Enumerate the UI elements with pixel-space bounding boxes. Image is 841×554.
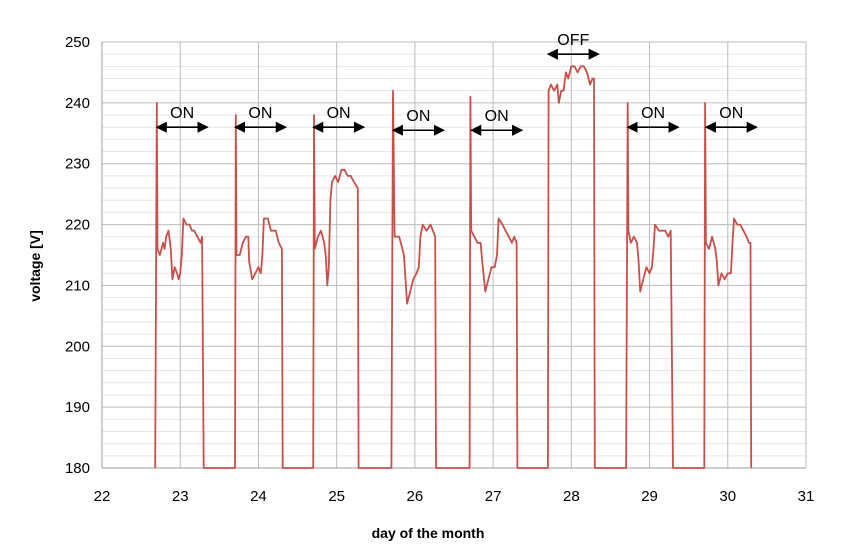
state-label: ON (485, 108, 509, 125)
y-tick-label: 240 (65, 95, 90, 112)
x-axis-title: day of the month (372, 525, 485, 541)
minor-gridlines (102, 53, 806, 457)
state-label: ON (170, 105, 194, 122)
state-label: ON (327, 105, 351, 122)
x-tick-label: 30 (719, 488, 736, 505)
x-tick-label: 31 (798, 488, 815, 505)
y-tick-labels: 180 190 200 210 220 230 240 250 (65, 34, 90, 477)
x-tick-label: 24 (250, 488, 267, 505)
y-axis-title: voltage [V] (27, 230, 43, 302)
x-tick-label: 29 (641, 488, 658, 505)
x-tick-label: 27 (485, 488, 502, 505)
x-tick-label: 28 (563, 488, 580, 505)
annotation-layer: ON ON ON ON ON OFF ON ON (155, 32, 758, 136)
state-label: ON (641, 105, 665, 122)
y-tick-label: 190 (65, 399, 90, 416)
y-tick-label: 210 (65, 277, 90, 294)
state-label: OFF (557, 32, 589, 49)
x-tick-label: 26 (407, 488, 424, 505)
y-tick-label: 200 (65, 338, 90, 355)
y-tick-label: 220 (65, 217, 90, 234)
state-label: ON (248, 105, 272, 122)
x-tick-label: 22 (94, 488, 111, 505)
series-layer (154, 65, 753, 469)
y-tick-label: 230 (65, 156, 90, 173)
y-tick-label: 250 (65, 34, 90, 51)
state-label: ON (719, 105, 743, 122)
voltage-series-line (154, 65, 753, 469)
x-tick-labels: 22 23 24 25 26 27 28 29 30 31 (94, 488, 815, 505)
state-label: ON (406, 108, 430, 125)
major-gridlines (101, 41, 807, 469)
x-tick-label: 25 (328, 488, 345, 505)
x-tick-label: 23 (172, 488, 189, 505)
y-tick-label: 180 (65, 460, 90, 477)
